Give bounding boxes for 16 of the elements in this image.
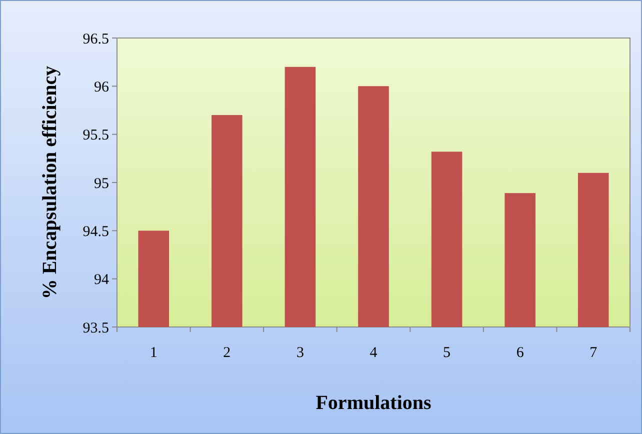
x-tick-label: 5 [443, 345, 451, 361]
y-tick-label: 96 [94, 79, 110, 96]
x-tick-label: 6 [516, 345, 524, 361]
x-tick-label: 2 [223, 345, 231, 361]
y-tick-label: 95 [94, 176, 109, 192]
x-tick-label: 3 [296, 345, 304, 361]
x-tick-label: 7 [590, 345, 598, 361]
y-tick-label: 94.5 [82, 224, 109, 240]
y-tick-label: 94 [94, 272, 110, 288]
y-tick-label: 96.5 [82, 31, 109, 48]
y-axis-title: % Encapsulation efficiency [39, 66, 61, 300]
x-tick-label: 1 [150, 345, 158, 361]
y-tick-label: 95.5 [82, 128, 109, 144]
y-tick-label: 93.5 [82, 320, 109, 336]
x-tick-label: 4 [370, 345, 378, 361]
x-axis-title: Formulations [316, 392, 432, 414]
